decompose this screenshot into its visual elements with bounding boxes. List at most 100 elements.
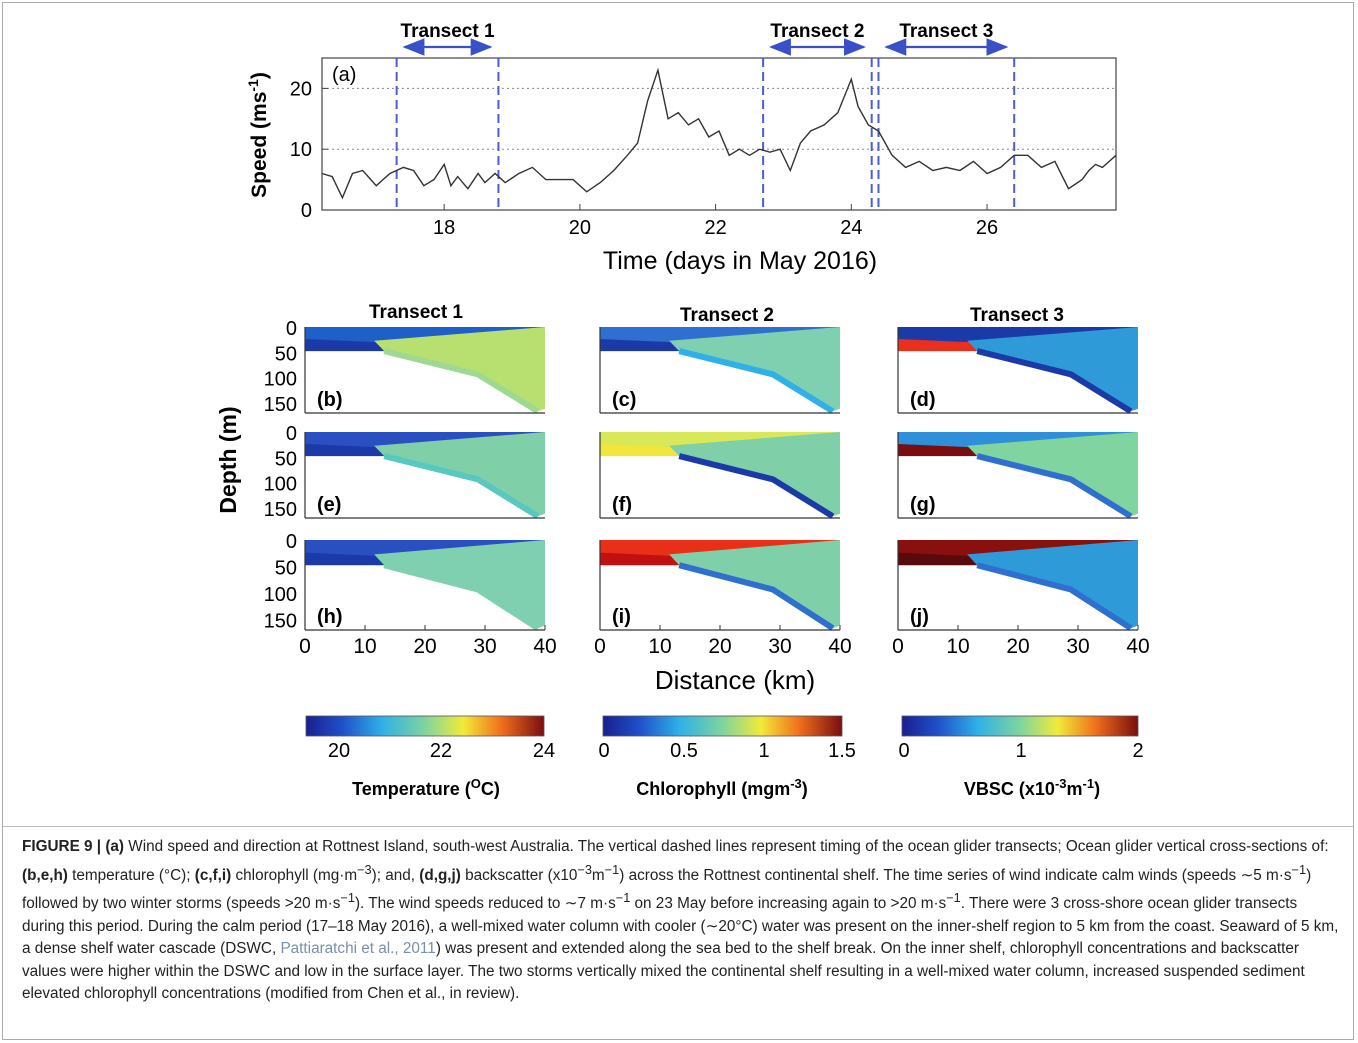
chlorophyll-tick-3: 1.5: [828, 740, 856, 762]
temperature-tick-1: 22: [430, 740, 452, 762]
depth-tick-label: 0: [286, 531, 297, 553]
wind-speed-panel: Transect 1 Transect 2 Transect 3 0 10 20 18 2…: [245, 21, 1117, 275]
caption-sup-5: −1: [1291, 861, 1307, 877]
chlorophyll-label-end: ): [802, 779, 808, 799]
chlorophyll-tick-0: 0: [598, 740, 609, 762]
caption-text-5: ) followed by two winter storms (speeds …: [22, 866, 1312, 913]
panel-label-h: (h): [317, 606, 343, 628]
transect-1-label: Transect 1: [401, 21, 495, 42]
caption-figure-label: FIGURE 9 |: [22, 838, 106, 855]
panel-a-axes-box: [321, 57, 1117, 211]
caption-reference-link[interactable]: Pattiaratchi et al., 2011: [280, 940, 436, 958]
shelf-bottom-layer: [305, 444, 385, 457]
panel-a-ytick-label: 10: [290, 139, 312, 161]
seabed-layer: [678, 453, 835, 519]
distance-tick-label: 40: [533, 635, 556, 658]
shelf-bottom-layer: [600, 339, 680, 352]
transect-dashed-lines: [395, 58, 1016, 210]
chlorophyll-label-text: Chlorophyll (mgm: [636, 779, 790, 799]
depth-tick-label: 150: [264, 499, 297, 521]
panel-a-ylabel: Speed (ms-1): [245, 72, 271, 198]
transect-arrows: Transect 1 Transect 2 Transect 3: [401, 21, 1009, 56]
distance-tick-label: 20: [708, 635, 731, 658]
chlorophyll-label-sup: -3: [790, 776, 802, 791]
shelf-bottom-layer: [600, 444, 680, 457]
transect-2-label: Transect 2: [770, 21, 864, 42]
caption-text-8: . There were 3 cross-shore ocean glider …: [22, 895, 1339, 958]
panel-a-ytick-label: 20: [290, 78, 312, 100]
panel-label-e: (e): [317, 494, 341, 516]
column-title-1: Transect 1: [369, 302, 463, 323]
section-panel-j: (j): [897, 540, 1138, 631]
panel-label-g: (g): [910, 494, 936, 516]
seabed-layer: [678, 562, 835, 631]
vbsc-colorbar-strip: [901, 715, 1139, 737]
depth-tick-label: 0: [286, 318, 297, 340]
seabed-layer: [976, 562, 1133, 631]
distance-tick-label: 10: [648, 635, 671, 658]
vbsc-label-sup: -3: [1055, 776, 1067, 791]
transect-3-label: Transect 3: [899, 21, 993, 42]
section-panel-e: (e): [304, 432, 545, 519]
depth-tick-label: 100: [264, 369, 297, 391]
panel-a-y-ticks: 0 10 20: [290, 78, 328, 222]
shelf-bottom-layer: [305, 552, 385, 566]
distance-tick-label: 0: [892, 635, 904, 658]
caption-part-dgj: (d,g,j): [419, 866, 461, 884]
vbsc-label-sup2: -1: [1083, 776, 1095, 791]
caption-sup-4: −3: [577, 861, 592, 877]
panel-a-ylabel-text: Speed (ms: [248, 92, 271, 198]
shelf-bottom-layer: [600, 552, 680, 566]
temperature-tick-2: 24: [533, 740, 555, 762]
panel-a-ylabel-end: ): [248, 72, 271, 79]
section-panel-h: (h): [304, 540, 545, 631]
seabed-layer: [976, 453, 1133, 519]
chlorophyll-colorbar-label: Chlorophyll (mgm-3): [636, 776, 808, 799]
vbsc-tick-0: 0: [898, 740, 909, 762]
colorbars: 20 22 24 Temperature (OC) 0 0.5 1 1.5 Ch…: [305, 715, 1144, 799]
section-panel-f: (f): [599, 432, 840, 519]
section-panel-d: (d): [897, 327, 1138, 414]
caption-text-2: temperature (°C);: [67, 866, 195, 884]
caption-text-4-mid: m: [591, 866, 605, 884]
seabed-layer: [383, 562, 540, 631]
panel-a-xlabel: Time (days in May 2016): [603, 247, 877, 275]
caption-sup-7: −1: [615, 890, 631, 906]
shelf-bottom-layer: [305, 339, 385, 352]
column-title-3: Transect 3: [970, 305, 1064, 326]
depth-axis-label: Depth (m): [215, 406, 241, 513]
temperature-colorbar: 20 22 24 Temperature (OC): [305, 715, 555, 799]
shelf-bottom-layer: [898, 552, 978, 566]
caption-sup-4b: −1: [604, 861, 620, 877]
vbsc-tick-2: 2: [1132, 740, 1143, 762]
caption-text-4-end: ) across the Rottnest continental shelf.…: [619, 866, 1292, 884]
vbsc-colorbar-label: VBSC (x10-3m-1): [964, 776, 1100, 799]
depth-tick-label: 100: [264, 584, 297, 606]
caption-sup-8: −1: [946, 890, 961, 906]
panel-a-xtick-label: 18: [433, 217, 455, 239]
caption-part-beh: (b,e,h): [22, 866, 68, 884]
depth-ticks: 0 50 100 150 0 50 100 150 0 50 100 150: [264, 318, 297, 632]
vbsc-label-end: ): [1094, 779, 1100, 799]
distance-ticks: 0 10 20 30 40 0 10 20 30 40 0 10 20 30 40: [299, 625, 1150, 658]
caption-text-7: on 23 May before increasing again to >20…: [630, 895, 947, 913]
panel-a-x-ticks: 18 20 22 24 26: [433, 204, 998, 239]
caption-sup-6: −1: [340, 890, 355, 906]
chlorophyll-colorbar-strip: [602, 715, 843, 737]
panel-a-label: (a): [332, 64, 356, 86]
cross-section-panels: Transect 1 Transect 2 Transect 3 (b) (c) (…: [215, 302, 1150, 695]
distance-tick-label: 40: [828, 635, 851, 658]
distance-tick-label: 40: [1126, 635, 1149, 658]
distance-tick-label: 20: [413, 635, 436, 658]
panel-label-j: (j): [910, 606, 929, 628]
distance-tick-label: 30: [768, 635, 791, 658]
seabed-layer: [976, 348, 1133, 414]
figure-caption: FIGURE 9 | (a) Wind speed and direction …: [22, 836, 1340, 1006]
panel-label-i: (i): [612, 606, 631, 628]
section-panel-i: (i): [599, 540, 840, 631]
depth-tick-label: 100: [264, 474, 297, 496]
vbsc-tick-1: 1: [1015, 740, 1026, 762]
vbsc-label-text: VBSC (x10: [964, 779, 1055, 799]
caption-text-9: ) was present and extended along the sea…: [22, 940, 1305, 1003]
